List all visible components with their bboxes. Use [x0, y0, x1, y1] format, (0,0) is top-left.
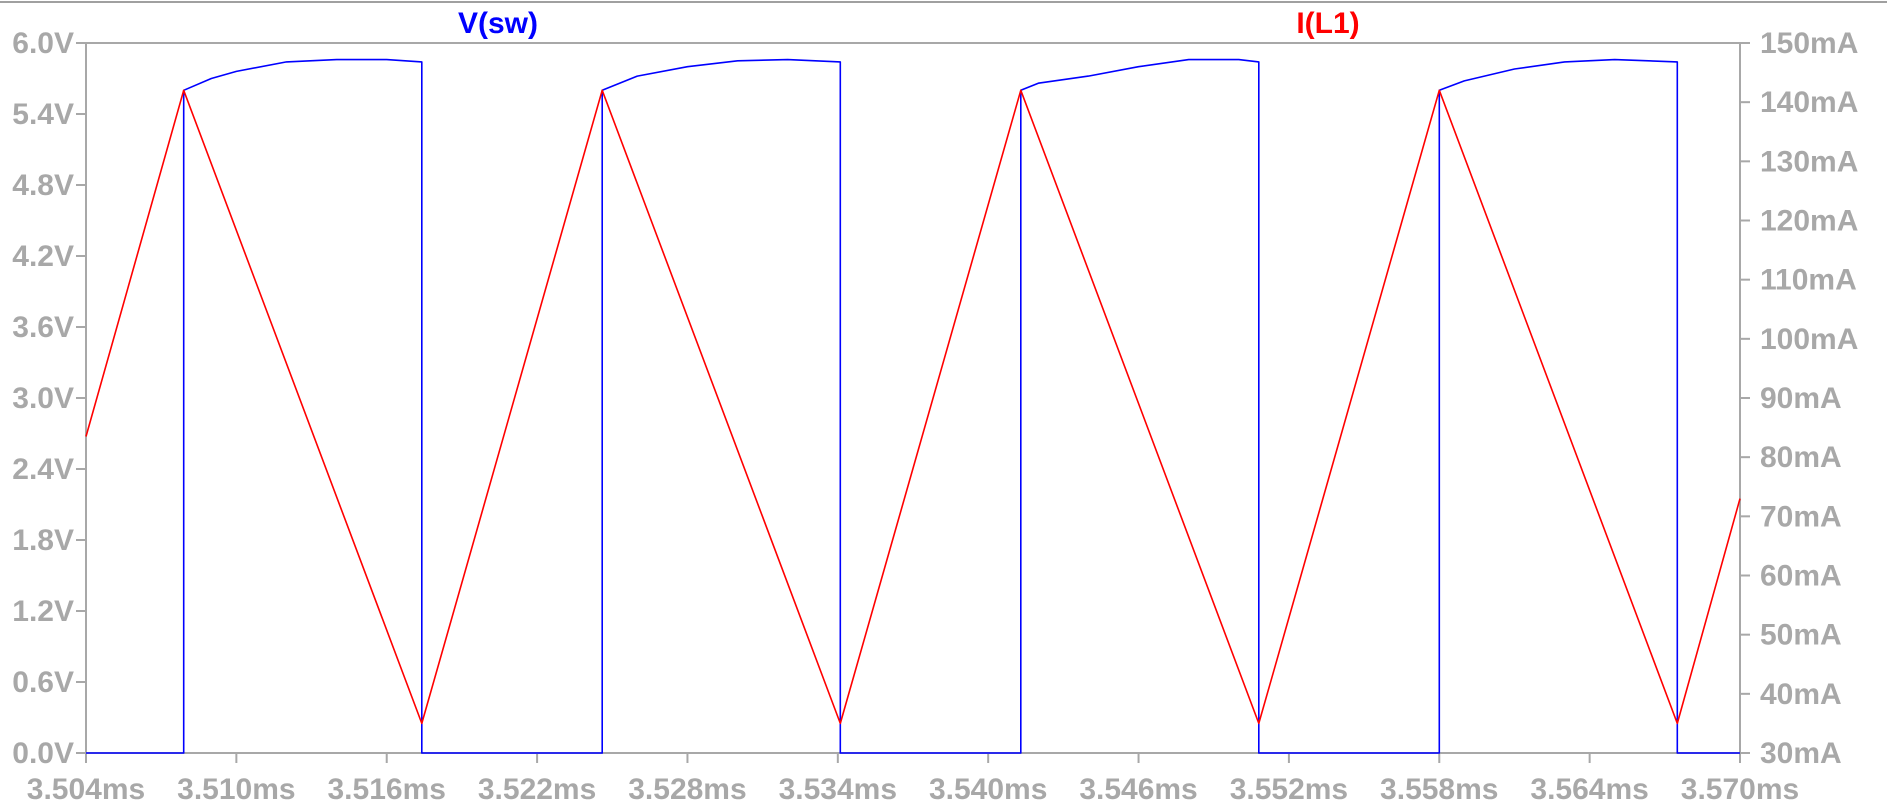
y-left-tick-label: 4.2V — [12, 240, 74, 273]
x-tick-label: 3.504ms — [27, 773, 145, 806]
x-tick-label: 3.516ms — [328, 773, 446, 806]
y-right-tick-label: 100mA — [1760, 323, 1858, 356]
plot-frame — [85, 42, 1741, 754]
y-right-tick-label: 110mA — [1760, 264, 1857, 297]
traces — [85, 58, 1741, 754]
trace-i-l1 — [85, 89, 1741, 725]
x-tick-label: 3.552ms — [1230, 773, 1348, 806]
y-right-tick-label: 80mA — [1760, 441, 1842, 474]
x-axis: 3.504ms 3.510ms 3.516ms 3.522ms 3.528ms 3.534… — [27, 753, 1799, 806]
x-tick-label: 3.564ms — [1530, 773, 1648, 806]
x-tick-label: 3.510ms — [177, 773, 295, 806]
x-tick-label: 3.528ms — [628, 773, 746, 806]
y-right-tick-label: 40mA — [1760, 678, 1842, 711]
x-tick-label: 3.570ms — [1681, 773, 1799, 806]
legend-i-l1: I(L1) — [1296, 7, 1359, 40]
y-right-tick-label: 120mA — [1760, 205, 1858, 238]
y-left-tick-label: 1.8V — [12, 524, 74, 557]
y-left-tick-label: 3.0V — [12, 382, 74, 415]
y-right-tick-label: 70mA — [1760, 500, 1842, 533]
legend-v-sw: V(sw) — [458, 7, 538, 40]
y-left-tick-label: 4.8V — [12, 169, 74, 202]
y-left-tick-label: 5.4V — [12, 98, 74, 131]
trace-labels: V(sw) I(L1) — [458, 7, 1360, 40]
y-right-tick-label: 60mA — [1760, 560, 1842, 593]
y-right-axis: 150mA 140mA 130mA 120mA 110mA 100mA 90mA 80mA 70… — [1740, 27, 1858, 770]
y-right-tick-label: 50mA — [1760, 619, 1842, 652]
y-left-tick-label: 2.4V — [12, 453, 74, 486]
y-left-axis: 6.0V 5.4V 4.8V 4.2V 3.6V 3.0V 2.4V 1.8V 1.2V 0.6V… — [12, 27, 86, 770]
x-tick-label: 3.540ms — [929, 773, 1047, 806]
y-left-tick-label: 1.2V — [12, 595, 74, 628]
x-tick-label: 3.534ms — [779, 773, 897, 806]
x-tick-label: 3.558ms — [1380, 773, 1498, 806]
y-left-tick-label: 3.6V — [12, 311, 74, 344]
x-tick-label: 3.522ms — [478, 773, 596, 806]
y-left-tick-label: 0.0V — [12, 737, 74, 770]
y-right-tick-label: 130mA — [1760, 145, 1858, 178]
y-right-tick-label: 90mA — [1760, 382, 1842, 415]
y-right-tick-label: 150mA — [1760, 27, 1858, 60]
y-right-tick-label: 30mA — [1760, 737, 1842, 770]
x-tick-label: 3.546ms — [1079, 773, 1197, 806]
y-right-tick-label: 140mA — [1760, 86, 1858, 119]
y-left-tick-label: 0.6V — [12, 666, 74, 699]
plot-area — [85, 42, 1741, 754]
trace-v-sw — [86, 58, 1740, 754]
y-left-tick-label: 6.0V — [12, 27, 74, 60]
